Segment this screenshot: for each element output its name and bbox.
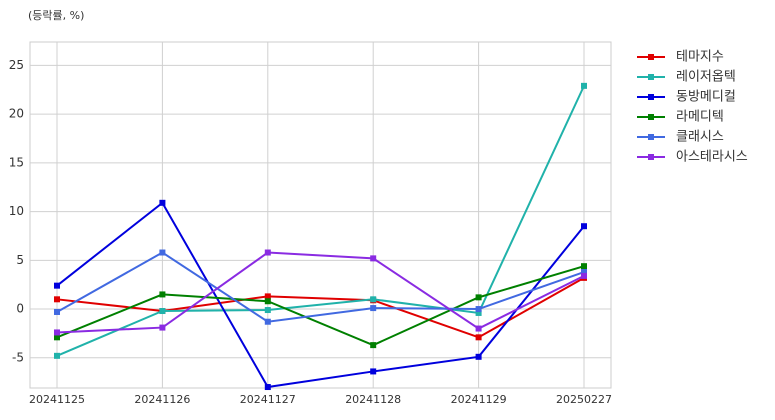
point-marker <box>54 329 60 336</box>
point-marker <box>264 249 271 256</box>
series-line <box>56 265 585 347</box>
legend-label: 라메디텍 <box>676 110 724 125</box>
point-marker <box>370 342 377 349</box>
legend-marker <box>648 114 654 120</box>
y-tick-label: 10 <box>9 204 24 218</box>
point-marker <box>54 296 60 303</box>
point-marker <box>475 325 482 332</box>
point-marker <box>159 308 166 315</box>
series-line <box>56 251 585 323</box>
point-marker <box>159 324 166 331</box>
point-marker <box>370 368 377 375</box>
point-marker <box>159 291 166 298</box>
legend-label: 아스테라시스 <box>676 150 748 165</box>
point-marker <box>475 334 482 341</box>
series-line <box>56 251 585 334</box>
series-line <box>56 85 585 357</box>
point-marker <box>475 306 482 313</box>
point-marker <box>54 282 60 289</box>
point-marker <box>264 318 271 325</box>
x-tick-label: 20241126 <box>134 393 190 406</box>
point-marker <box>475 309 482 316</box>
point-marker <box>581 263 587 270</box>
legend-label: 동방메디컬 <box>676 90 736 105</box>
point-marker <box>475 353 482 360</box>
point-marker <box>581 223 587 230</box>
y-axis-label: (등락률, %) <box>28 9 84 22</box>
point-marker <box>370 305 377 312</box>
point-marker <box>370 255 377 262</box>
series-line <box>56 201 585 389</box>
legend-marker <box>648 134 654 140</box>
legend-label: 테마지수 <box>676 50 724 65</box>
point-marker <box>54 352 60 359</box>
legend-label: 레이저옵텍 <box>676 70 736 85</box>
point-marker <box>54 308 60 315</box>
x-tick-label: 20241127 <box>240 393 296 406</box>
point-marker <box>581 272 587 279</box>
point-marker <box>264 293 271 300</box>
plot-frame <box>29 41 612 389</box>
x-tick-label: 20241129 <box>451 393 507 406</box>
y-tick-label: 25 <box>9 58 24 72</box>
point-marker <box>54 334 60 341</box>
x-tick-label: 20250227 <box>556 393 612 406</box>
y-tick-label: 15 <box>9 155 24 169</box>
point-marker <box>264 384 271 391</box>
legend-marker <box>648 74 654 80</box>
x-tick-label: 20241128 <box>345 393 401 406</box>
point-marker <box>159 249 166 256</box>
y-tick-label: 0 <box>16 302 24 316</box>
point-marker <box>264 298 271 305</box>
legend-marker <box>648 54 654 60</box>
y-tick-label: 20 <box>9 107 24 121</box>
legend-label: 클래시스 <box>676 130 724 145</box>
point-marker <box>370 296 377 303</box>
point-marker <box>581 82 587 89</box>
point-marker <box>475 294 482 301</box>
point-marker <box>581 269 587 276</box>
series-line <box>56 276 585 339</box>
legend-marker <box>648 154 654 160</box>
legend-marker <box>648 94 654 100</box>
point-marker <box>264 307 271 314</box>
x-tick-label: 20241125 <box>29 393 85 406</box>
y-tick-label: -5 <box>12 350 24 364</box>
y-tick-label: 5 <box>16 253 24 267</box>
point-marker <box>159 199 166 206</box>
